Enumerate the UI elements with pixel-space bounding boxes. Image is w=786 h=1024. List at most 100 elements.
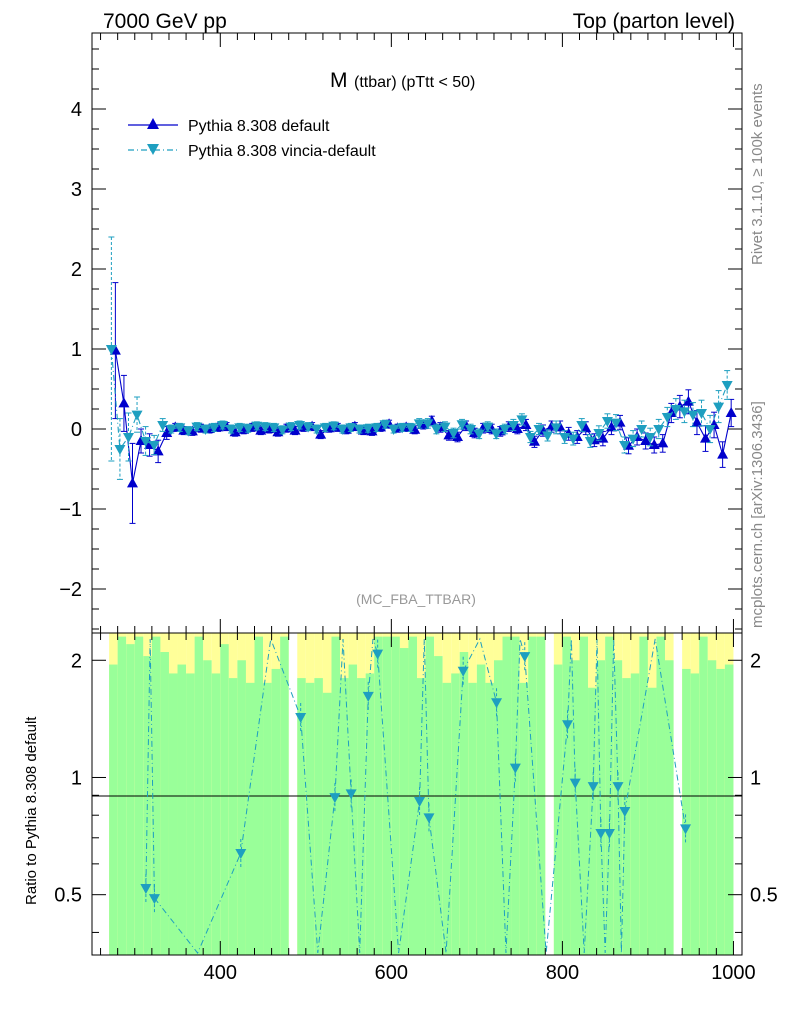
marker-vincia (533, 425, 545, 435)
marker-vincia (713, 402, 725, 413)
marker-vincia (182, 426, 194, 437)
marker-vincia (294, 421, 306, 431)
band-inner-bin (707, 660, 717, 955)
ratio-y-tick-label-right: 0.5 (750, 885, 778, 907)
band-inner-bin (519, 682, 529, 955)
band-inner-bin (263, 682, 272, 955)
marker-vincia (473, 429, 485, 440)
marker-default (315, 428, 327, 439)
marker-default (648, 439, 660, 449)
marker-default (580, 422, 592, 433)
marker-default (725, 407, 737, 417)
ratio-marker (235, 848, 247, 859)
marker-vincia (242, 424, 254, 435)
ratio-series-layer (140, 637, 692, 954)
marker-vincia (610, 418, 622, 429)
marker-vincia (405, 423, 417, 434)
marker-vincia (285, 422, 297, 433)
ratio-line-segment (350, 695, 369, 954)
band-inner-bin (177, 664, 187, 955)
marker-vincia (430, 425, 442, 435)
marker-vincia (601, 417, 613, 427)
marker-vincia (259, 422, 271, 433)
marker-default (152, 445, 164, 456)
marker-vincia (559, 433, 571, 443)
marker-vincia (704, 425, 716, 435)
marker-vincia (225, 425, 237, 435)
marker-default (657, 437, 669, 448)
ratio-y-axis-label: Ratio to Pythia 8.308 default (23, 716, 40, 905)
x-tick-label: 400 (204, 962, 237, 984)
marker-vincia (499, 425, 511, 435)
x-tick-label: 800 (546, 962, 579, 984)
ratio-marker (491, 698, 503, 709)
main-y-tick-labels: −2 −1 0 1 2 3 4 (59, 99, 82, 601)
marker-vincia (465, 425, 477, 435)
main-plot-panel: −2 −1 0 1 2 3 4 M (ttbar) (pTtt < 50) (MC_FBA_… (59, 32, 743, 634)
band-inner-bin (468, 682, 477, 955)
band-inner-bin (160, 652, 169, 955)
band-inner-bin (588, 687, 597, 955)
marker-default (682, 395, 694, 406)
ratio-plot-panel: 0.5 0.5 1 1 2 2 400 600 800 1000 Ratio to Pythia… (23, 632, 778, 984)
ratio-line-segment (567, 638, 576, 783)
band-inner-bin (630, 673, 640, 955)
band-inner-bin (493, 660, 503, 955)
band-inner-bin (716, 668, 725, 955)
band-inner-bin (297, 678, 306, 955)
marker-vincia (379, 420, 391, 431)
marker-vincia (131, 410, 143, 421)
ratio-line-segment (145, 638, 155, 899)
marker-vincia (268, 423, 280, 434)
band-inner-bin (553, 664, 563, 955)
ratio-line-segment (300, 716, 336, 954)
marker-vincia (157, 421, 169, 431)
ratio-line-segment (514, 638, 526, 768)
ratio-line-segment (367, 638, 379, 696)
marker-vincia (687, 410, 699, 421)
marker-vincia (140, 437, 152, 447)
marker-vincia (567, 434, 579, 445)
plot-title-main: M (330, 69, 348, 92)
legend: Pythia 8.308 default Pythia 8.308 vincia… (128, 118, 376, 160)
marker-vincia (371, 423, 383, 434)
marker-vincia (311, 425, 323, 435)
ratio-marker (680, 824, 692, 835)
marker-vincia (516, 415, 528, 426)
x-tick-label: 1000 (711, 962, 756, 984)
ratio-line-segment (428, 670, 464, 954)
analysis-label: (MC_FBA_TTBAR) (356, 591, 476, 607)
ratio-line-segment (496, 702, 516, 954)
ratio-marker (587, 782, 599, 793)
marker-vincia (721, 381, 733, 391)
marker-vincia (619, 441, 631, 451)
marker-vincia (174, 423, 186, 434)
marker-default (520, 419, 532, 429)
marker-default (640, 435, 652, 445)
ratio-axis-ticks (92, 633, 742, 955)
marker-vincia (524, 433, 536, 443)
marker-default (451, 431, 463, 441)
band-inner-bin (442, 682, 452, 955)
marker-vincia (328, 421, 340, 432)
band-inner-bin (451, 673, 460, 955)
marker-vincia (653, 425, 665, 435)
marker-default (118, 397, 130, 408)
ratio-line-segment (462, 637, 498, 703)
band-inner-bin (340, 678, 349, 955)
marker-vincia (114, 445, 126, 455)
marker-vincia (576, 421, 588, 431)
marker-vincia (208, 423, 220, 434)
y-tick-label: −1 (59, 499, 82, 521)
marker-vincia (593, 429, 605, 439)
band-inner-bin (168, 673, 178, 955)
y-tick-label: 3 (71, 179, 82, 201)
ratio-marker (140, 884, 152, 895)
ratio-marker (519, 652, 531, 663)
band-inner-bin (365, 673, 375, 955)
marker-vincia (422, 419, 434, 430)
band-inner-bin (622, 678, 631, 955)
marker-default (229, 426, 241, 437)
marker-vincia (456, 420, 468, 431)
marker-vincia (678, 407, 690, 418)
